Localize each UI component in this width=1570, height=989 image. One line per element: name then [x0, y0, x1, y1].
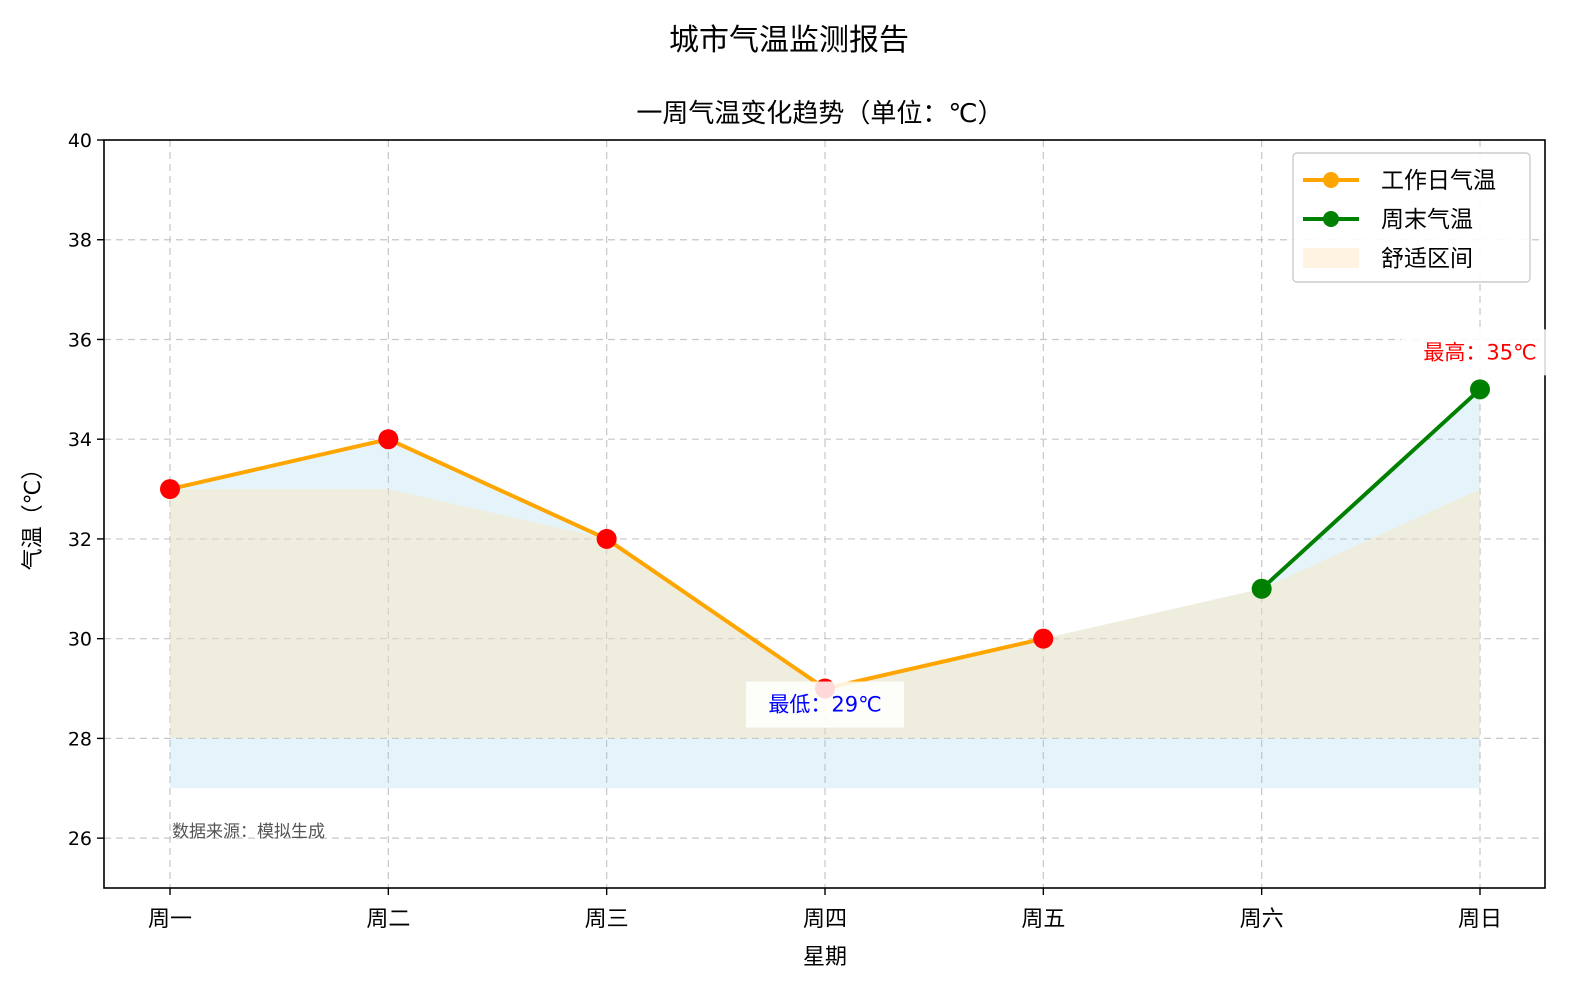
annotation-text: 最低：29℃	[768, 693, 881, 717]
x-axis-label: 星期	[803, 945, 847, 970]
x-tick-label: 周日	[1458, 907, 1502, 932]
chart-title: 一周气温变化趋势（单位：℃）	[636, 99, 1003, 129]
y-axis-label: 气温（℃）	[21, 458, 46, 571]
y-tick-label: 36	[68, 329, 92, 351]
legend-label: 舒适区间	[1381, 246, 1473, 272]
annotation-box	[746, 681, 904, 728]
annotation-box	[1401, 329, 1559, 376]
legend-marker-swatch	[1323, 211, 1339, 227]
x-tick-label: 周六	[1240, 907, 1284, 932]
data-point	[378, 429, 399, 450]
legend-box	[1292, 152, 1531, 283]
legend-label: 周末气温	[1381, 207, 1473, 233]
data-point	[1033, 628, 1054, 649]
y-tick-label: 30	[68, 629, 92, 651]
y-tick-label: 40	[68, 130, 92, 152]
annotation-text: 最高：35℃	[1423, 340, 1536, 364]
legend-marker-swatch	[1323, 172, 1339, 188]
x-tick-label: 周二	[366, 907, 410, 932]
data-point	[160, 479, 180, 500]
y-tick-label: 28	[68, 728, 92, 750]
x-tick-label: 周三	[585, 907, 629, 932]
data-source-note: 数据来源：模拟生成	[172, 822, 325, 842]
plot-area: 26 28 30 32 34 36 38 40 周一 周二 周三 周四 周五 周六 周日 最高：35℃ 最低：2…	[68, 130, 1559, 932]
legend-label: 工作日气温	[1381, 168, 1496, 194]
y-tick-label: 34	[68, 429, 92, 451]
chart-suptitle: 城市气温监测报告	[669, 23, 909, 58]
x-tick-label: 周四	[803, 907, 847, 932]
series-line-1	[1260, 387, 1482, 591]
x-tick-label: 周一	[148, 907, 192, 932]
data-point	[1251, 578, 1272, 599]
data-point	[1470, 379, 1490, 400]
comfort-band	[170, 489, 1480, 739]
data-point	[596, 528, 617, 549]
y-tick-label: 26	[68, 828, 92, 850]
y-tick-label: 38	[68, 230, 92, 252]
y-tick-label: 32	[68, 529, 92, 551]
x-tick-label: 周五	[1021, 907, 1065, 932]
legend-patch-swatch	[1303, 248, 1359, 268]
